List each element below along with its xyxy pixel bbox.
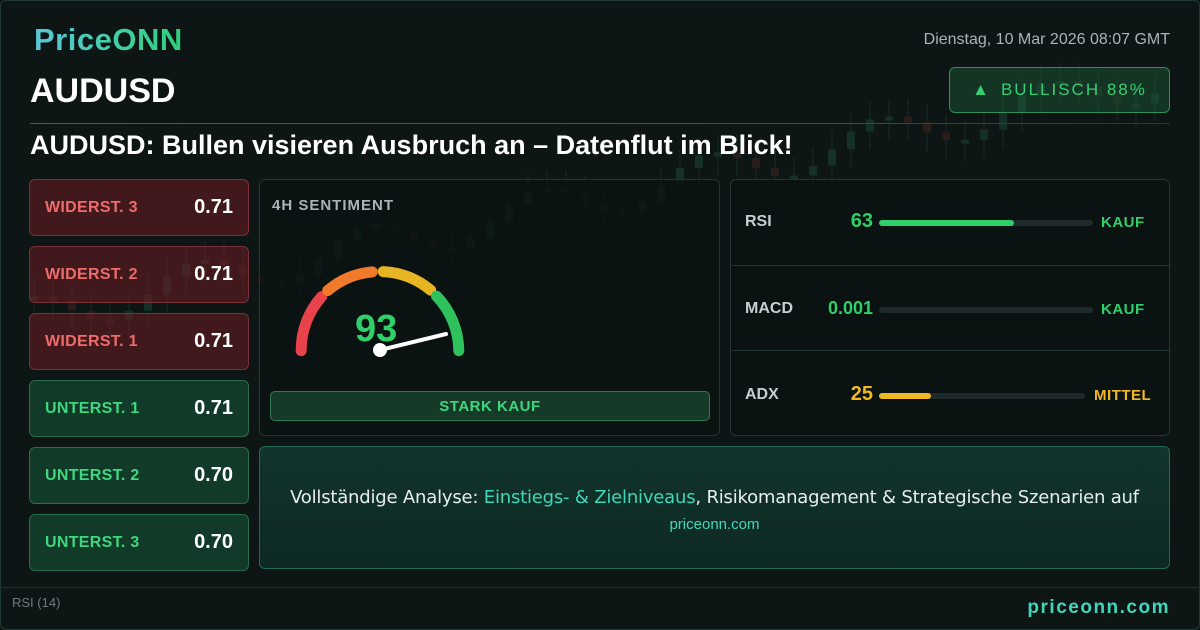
- level-label: WIDERST. 1: [45, 332, 138, 350]
- background-rsi-label: RSI (14): [12, 595, 61, 610]
- headline: AUDUSD: Bullen visieren Ausbruch an – Da…: [30, 130, 793, 160]
- gauge-needle: [378, 332, 448, 352]
- bg-candle-body: [676, 167, 684, 186]
- bg-candle-body: [1056, 80, 1064, 85]
- bg-candle-body: [771, 168, 779, 176]
- bg-candle-body: [904, 116, 912, 123]
- indicator-name: MACD: [745, 300, 793, 317]
- level-label: WIDERST. 2: [45, 265, 138, 283]
- sentiment-badge-label: BULLISCH 88%: [1000, 80, 1147, 99]
- bg-candle-body: [999, 112, 1007, 130]
- indicator-bar-fill: [879, 393, 931, 399]
- header-divider: [30, 123, 1170, 124]
- level-value: 0.70: [194, 531, 233, 553]
- cta-text: Vollständige Analyse: Einstiegs- & Zieln…: [260, 487, 1169, 508]
- bg-candle-body: [809, 165, 817, 176]
- cta-highlight[interactable]: Einstiegs- & Zielniveaus: [483, 487, 696, 508]
- bg-candle-body: [1151, 93, 1159, 104]
- brand-logo: PriceONN: [34, 22, 183, 57]
- bg-candle-body: [790, 175, 798, 180]
- indicator-signal: KAUF: [1101, 301, 1145, 318]
- sentiment-gauge: [295, 266, 465, 357]
- level-support-2: UNTERST. 2 0.70: [29, 447, 249, 504]
- bg-candle-body: [1094, 86, 1102, 97]
- footer-divider: [0, 587, 1200, 588]
- cta-prefix: Vollständige Analyse:: [290, 487, 484, 508]
- bg-candle-body: [1075, 80, 1083, 87]
- indicator-bar-track: [879, 393, 1085, 399]
- sentiment-title: 4H SENTIMENT: [272, 197, 395, 214]
- bg-candle-body: [885, 116, 893, 121]
- bg-candle-body: [1132, 103, 1140, 108]
- bg-candle-body: [847, 131, 855, 150]
- indicator-bar-fill: [879, 220, 1014, 226]
- bg-candle-body: [714, 152, 722, 157]
- indicator-bar-track: [879, 307, 1093, 313]
- bg-candle-body: [1018, 95, 1026, 113]
- footer-site-link[interactable]: priceonn.com: [1027, 597, 1170, 618]
- sentiment-badge: ▲ BULLISCH 88%: [949, 67, 1170, 113]
- bg-candle-body: [923, 122, 931, 133]
- indicator-signal: KAUF: [1101, 214, 1145, 231]
- indicator-bar-track: [879, 220, 1093, 226]
- level-value: 0.71: [194, 196, 233, 218]
- levels-list: WIDERST. 3 0.71 WIDERST. 2 0.71 WIDERST.…: [29, 179, 249, 581]
- up-triangle-icon: ▲: [972, 80, 991, 99]
- bg-candle-body: [866, 119, 874, 132]
- level-value: 0.70: [194, 464, 233, 486]
- sentiment-signal: STARK KAUF: [270, 391, 710, 421]
- level-support-1: UNTERST. 1 0.71: [29, 380, 249, 437]
- level-resistance-3: WIDERST. 3 0.71: [29, 179, 249, 236]
- bg-candle-body: [961, 139, 969, 144]
- indicator-name: RSI: [745, 213, 772, 230]
- level-label: UNTERST. 3: [45, 533, 140, 551]
- level-value: 0.71: [194, 330, 233, 352]
- bg-candle-body: [980, 129, 988, 140]
- gauge-segment-yellow: [377, 266, 437, 296]
- bg-candle-body: [1113, 96, 1121, 105]
- bg-candle-body: [1037, 83, 1045, 96]
- indicator-row-macd: MACD 0.001 KAUF: [731, 265, 1171, 350]
- gauge-segment-green: [431, 290, 465, 357]
- sentiment-score: 93: [355, 308, 398, 350]
- sentiment-panel: 4H SENTIMENT 93 STARK KAUF: [259, 179, 720, 436]
- gauge-pivot: [373, 343, 387, 357]
- level-support-3: UNTERST. 3 0.70: [29, 514, 249, 571]
- level-label: UNTERST. 1: [45, 399, 140, 417]
- bg-candle-body: [942, 132, 950, 140]
- bg-candle-body: [752, 158, 760, 169]
- level-label: UNTERST. 2: [45, 466, 140, 484]
- indicator-value: 25: [850, 383, 873, 405]
- level-label: WIDERST. 3: [45, 198, 138, 216]
- bg-candle-body: [828, 149, 836, 166]
- indicator-row-rsi: RSI 63 KAUF: [731, 180, 1171, 265]
- level-value: 0.71: [194, 397, 233, 419]
- timestamp: Dienstag, 10 Mar 2026 08:07 GMT: [923, 31, 1170, 48]
- bg-candle-body: [68, 301, 76, 311]
- analysis-cta[interactable]: Vollständige Analyse: Einstiegs- & Zieln…: [259, 446, 1170, 569]
- level-resistance-2: WIDERST. 2 0.71: [29, 246, 249, 303]
- gauge-segment-orange: [322, 266, 378, 297]
- indicator-value: 0.001: [827, 298, 873, 318]
- symbol-title: AUDUSD: [30, 72, 176, 110]
- level-value: 0.71: [194, 263, 233, 285]
- cta-link[interactable]: priceonn.com: [669, 516, 760, 533]
- indicators-panel: RSI 63 KAUF MACD 0.001 KAUF ADX 25 MITTE…: [730, 179, 1171, 436]
- cta-suffix: , Risikomanagement & Strategische Szenar…: [695, 487, 1139, 508]
- indicator-row-adx: ADX 25 MITTEL: [731, 350, 1171, 435]
- indicator-signal: MITTEL: [1094, 387, 1152, 404]
- gauge-segment-red: [295, 291, 328, 357]
- bg-candle-body: [695, 155, 703, 168]
- level-resistance-1: WIDERST. 1 0.71: [29, 313, 249, 370]
- bg-candle-body: [733, 152, 741, 159]
- indicator-name: ADX: [745, 386, 779, 403]
- indicator-value: 63: [850, 210, 873, 232]
